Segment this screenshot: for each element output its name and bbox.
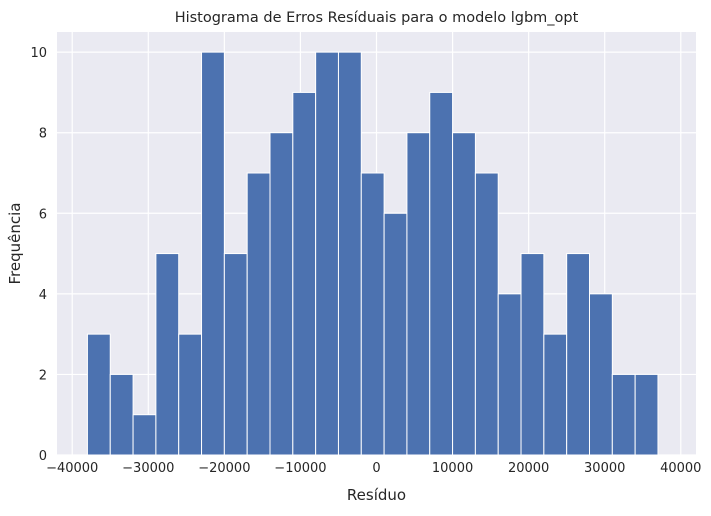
histogram-bar <box>155 253 180 456</box>
x-tick-labels: −40000 −30000 −20000 −10000 0 10000 20000 30000… <box>46 461 701 476</box>
x-axis-label: Resíduo <box>347 486 406 504</box>
histogram-bar <box>520 253 545 456</box>
histogram-bar <box>109 373 134 456</box>
histogram-bars <box>86 51 659 456</box>
x-tick-label: −40000 <box>46 461 98 476</box>
histogram-bar <box>292 91 317 456</box>
y-tick-labels: 0 2 4 6 8 10 <box>30 46 47 464</box>
histogram-bar <box>497 293 522 456</box>
histogram-bar <box>589 293 613 456</box>
x-tick-label: −20000 <box>198 461 250 476</box>
y-axis-label: Frequência <box>6 203 24 285</box>
histogram-bar <box>543 333 568 456</box>
y-tick-label: 0 <box>39 449 47 464</box>
histogram-bar <box>132 414 157 456</box>
x-tick-label: −10000 <box>274 461 326 476</box>
histogram-bar <box>178 333 203 456</box>
histogram-bar <box>383 212 408 456</box>
histogram-bar <box>201 51 225 456</box>
y-tick-label: 8 <box>39 127 47 142</box>
chart-title: Histograma de Erros Resíduais para o mod… <box>175 10 579 26</box>
y-tick-label: 2 <box>39 368 47 383</box>
histogram-bar <box>337 51 362 456</box>
histogram-bar <box>86 333 111 456</box>
y-tick-label: 10 <box>30 46 47 61</box>
x-tick-label: 0 <box>372 461 380 476</box>
y-tick-label: 4 <box>39 288 47 303</box>
x-tick-label: −30000 <box>122 461 174 476</box>
histogram-bar <box>360 172 385 456</box>
histogram-bar <box>429 91 454 456</box>
histogram-bar <box>452 132 476 456</box>
x-tick-label: 30000 <box>584 461 625 476</box>
histogram-bar <box>634 373 659 456</box>
x-tick-label: 20000 <box>508 461 549 476</box>
histogram-bar <box>406 132 431 456</box>
x-tick-label: 40000 <box>660 461 701 476</box>
histogram-bar <box>566 253 591 456</box>
y-tick-label: 6 <box>39 207 47 222</box>
histogram-bar <box>474 172 499 456</box>
histogram-bar <box>246 172 271 456</box>
x-tick-label: 10000 <box>432 461 473 476</box>
histogram-bar <box>269 132 294 456</box>
histogram-bar <box>611 373 636 456</box>
histogram-bar <box>223 253 248 456</box>
histogram-bar <box>315 51 339 456</box>
